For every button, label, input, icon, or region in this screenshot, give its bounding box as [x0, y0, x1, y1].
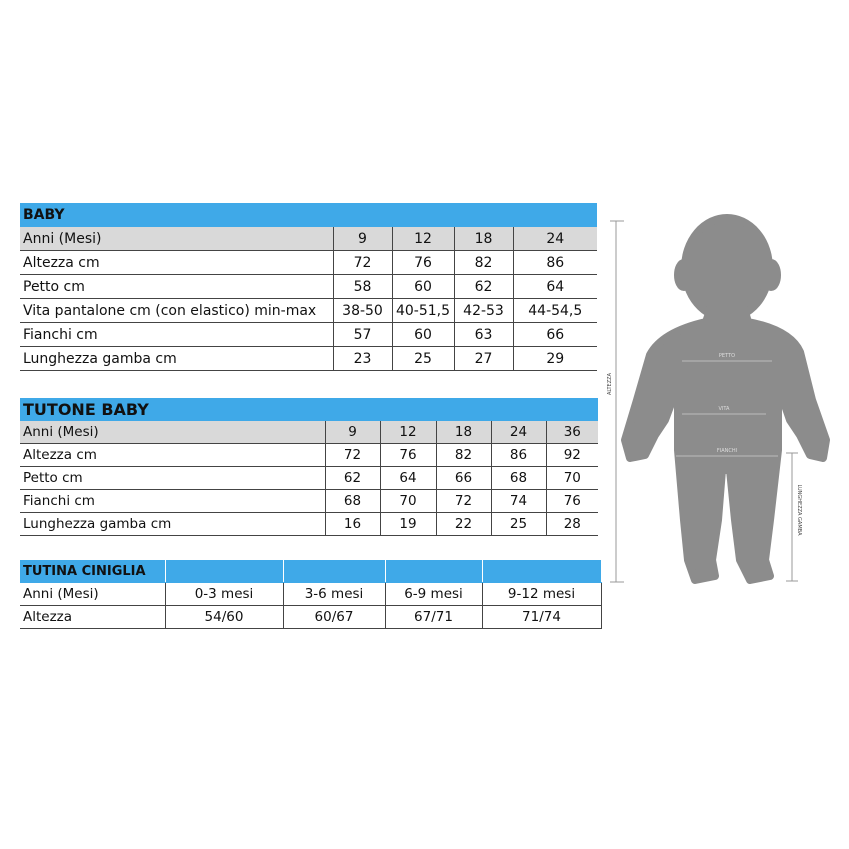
header-cell: 9 [324, 420, 380, 444]
table-row: Altezza 54/60 60/67 67/71 71/74 [20, 605, 602, 629]
row-label: Vita pantalone cm (con elastico) min-max [20, 298, 333, 323]
value-cell: 67/71 [384, 605, 483, 629]
row-label: Petto cm [20, 466, 325, 490]
value-cell: 68 [490, 466, 546, 490]
value-cell: 23 [332, 346, 392, 371]
header-cell: 0-3 mesi [164, 582, 284, 606]
table-title: BABY [20, 203, 598, 227]
value-cell: 66 [512, 322, 598, 347]
header-cell: 24 [512, 226, 598, 251]
table-row: Fianchi cm 68 70 72 74 76 [20, 489, 599, 513]
value-cell: 60/67 [282, 605, 386, 629]
table-row: Lunghezza gamba cm 16 19 22 25 28 [20, 512, 599, 536]
row-label: Altezza cm [20, 250, 333, 275]
tutina-ciniglia-size-table: TUTINA CINIGLIA Anni (Mesi) 0-3 mesi 3-6… [20, 560, 602, 629]
tutone-baby-size-table: TUTONE BABY Anni (Mesi) 9 12 18 24 36 Al… [20, 398, 599, 536]
value-cell: 62 [324, 466, 380, 490]
value-cell: 29 [512, 346, 598, 371]
value-cell: 72 [435, 489, 491, 513]
header-cell: Anni (Mesi) [20, 582, 166, 606]
value-cell: 86 [512, 250, 598, 275]
header-cell: 9-12 mesi [481, 582, 602, 606]
value-cell: 60 [391, 274, 454, 299]
header-cell: Anni (Mesi) [20, 226, 333, 251]
header-cell: 18 [453, 226, 513, 251]
table-header-row: Anni (Mesi) 9 12 18 24 [20, 226, 598, 251]
waist-label: VITA [719, 406, 731, 412]
row-label: Lunghezza gamba cm [20, 346, 333, 371]
table-header-row: Anni (Mesi) 9 12 18 24 36 [20, 420, 599, 444]
value-cell: 57 [332, 322, 392, 347]
chest-label: PETTO [719, 353, 735, 359]
table-row: Vita pantalone cm (con elastico) min-max… [20, 298, 598, 323]
value-cell: 66 [435, 466, 491, 490]
value-cell: 92 [545, 443, 599, 467]
value-cell: 22 [435, 512, 491, 536]
value-cell: 44-54,5 [512, 298, 598, 323]
value-cell: 28 [545, 512, 599, 536]
value-cell: 62 [453, 274, 513, 299]
value-cell: 76 [545, 489, 599, 513]
value-cell: 54/60 [164, 605, 284, 629]
value-cell: 64 [512, 274, 598, 299]
value-cell: 16 [324, 512, 380, 536]
header-cell: 24 [490, 420, 546, 444]
value-cell: 60 [391, 322, 454, 347]
value-cell: 63 [453, 322, 513, 347]
hips-label: FIANCHI [717, 448, 737, 454]
value-cell: 71/74 [481, 605, 602, 629]
table-row: Altezza cm 72 76 82 86 92 [20, 443, 599, 467]
value-cell: 25 [490, 512, 546, 536]
table-header-row: Anni (Mesi) 0-3 mesi 3-6 mesi 6-9 mesi 9… [20, 582, 602, 606]
value-cell: 82 [453, 250, 513, 275]
value-cell: 25 [391, 346, 454, 371]
value-cell: 86 [490, 443, 546, 467]
value-cell: 19 [379, 512, 436, 536]
row-label: Lunghezza gamba cm [20, 512, 325, 536]
header-cell: 18 [435, 420, 491, 444]
header-cell: 9 [332, 226, 392, 251]
value-cell: 76 [379, 443, 436, 467]
header-cell: Anni (Mesi) [20, 420, 325, 444]
header-cell: 36 [545, 420, 599, 444]
leg-length-label: LUNGHEZZA GAMBA [796, 484, 802, 536]
baby-silhouette [621, 214, 830, 584]
table-title: TUTINA CINIGLIA [20, 560, 166, 583]
value-cell: 68 [324, 489, 380, 513]
value-cell: 70 [545, 466, 599, 490]
row-label: Altezza cm [20, 443, 325, 467]
table-row: Fianchi cm 57 60 63 66 [20, 322, 598, 347]
header-cell: 6-9 mesi [384, 582, 483, 606]
value-cell: 72 [324, 443, 380, 467]
value-cell: 27 [453, 346, 513, 371]
value-cell: 76 [391, 250, 454, 275]
header-cell: 12 [391, 226, 454, 251]
table-row: Altezza cm 72 76 82 86 [20, 250, 598, 275]
value-cell: 72 [332, 250, 392, 275]
table-row: Petto cm 62 64 66 68 70 [20, 466, 599, 490]
value-cell: 82 [435, 443, 491, 467]
value-cell: 74 [490, 489, 546, 513]
baby-size-table: BABY Anni (Mesi) 9 12 18 24 Altezza cm 72… [20, 203, 598, 371]
header-cell: 12 [379, 420, 436, 444]
value-cell: 64 [379, 466, 436, 490]
value-cell: 70 [379, 489, 436, 513]
value-cell: 42-53 [453, 298, 513, 323]
row-label: Fianchi cm [20, 322, 333, 347]
value-cell: 38-50 [332, 298, 392, 323]
height-label: ALTEZZA [607, 372, 613, 395]
table-title: TUTONE BABY [20, 398, 599, 421]
row-label: Fianchi cm [20, 489, 325, 513]
table-row: Petto cm 58 60 62 64 [20, 274, 598, 299]
row-label: Petto cm [20, 274, 333, 299]
table-row: Lunghezza gamba cm 23 25 27 29 [20, 346, 598, 371]
value-cell: 58 [332, 274, 392, 299]
header-cell: 3-6 mesi [282, 582, 386, 606]
value-cell: 40-51,5 [391, 298, 454, 323]
